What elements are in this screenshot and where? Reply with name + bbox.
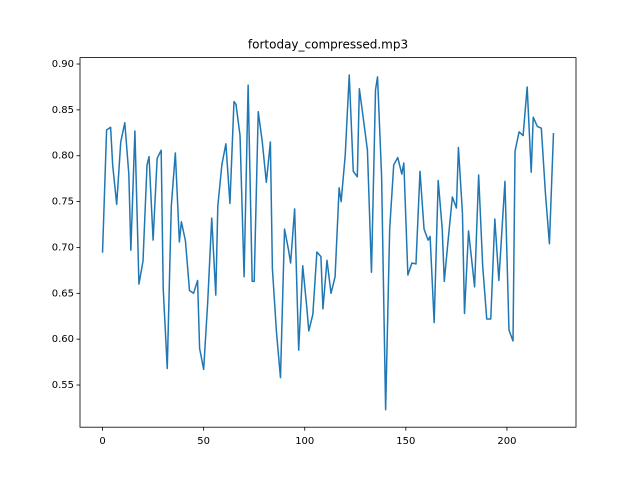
y-tick-label: 0.70 bbox=[52, 242, 74, 253]
y-tick-label: 0.90 bbox=[52, 59, 74, 70]
y-tick-label: 0.55 bbox=[52, 380, 74, 391]
x-tick-label: 50 bbox=[197, 436, 210, 447]
plot-frame bbox=[79, 57, 577, 428]
y-tick-label: 0.85 bbox=[52, 105, 74, 116]
x-tick-label: 200 bbox=[497, 436, 516, 447]
x-tick-label: 150 bbox=[396, 436, 415, 447]
chart-title: fortoday_compressed.mp3 bbox=[248, 38, 408, 52]
y-tick-label: 0.65 bbox=[52, 288, 74, 299]
x-tick-label: 0 bbox=[99, 436, 105, 447]
y-tick-label: 0.60 bbox=[52, 334, 74, 345]
y-tick-label: 0.80 bbox=[52, 151, 74, 162]
x-tick-label: 100 bbox=[295, 436, 314, 447]
data-line bbox=[101, 74, 555, 411]
y-tick-label: 0.75 bbox=[52, 197, 74, 208]
